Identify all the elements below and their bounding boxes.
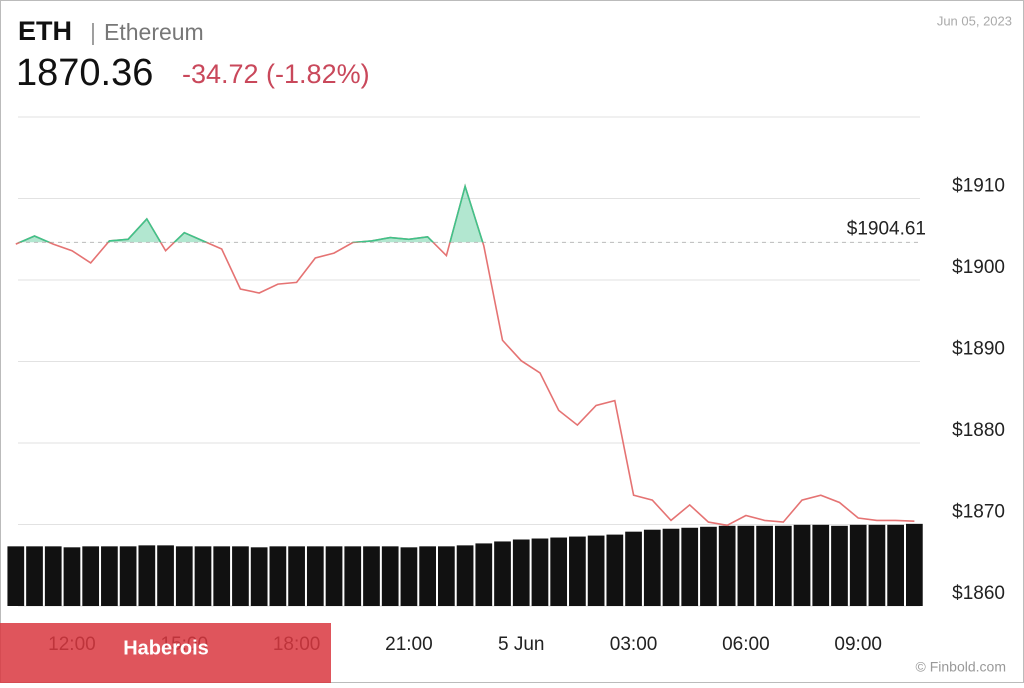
separator: | [90,19,96,45]
volume-bar [250,547,268,606]
watermark: Haberois [123,637,209,659]
volume-bar [700,526,717,606]
area-above-reference [15,186,915,243]
volume-bar [119,546,137,606]
volume-bar [344,546,362,606]
volume-bar [363,546,380,606]
volume-bar [550,537,568,606]
price: 1870.36 [16,52,153,94]
y-tick-label: $1910 [952,176,1005,197]
volume-bar [512,539,530,606]
volume-bar [7,546,25,606]
x-tick-label: 5 Jun [498,634,544,655]
source: © Finbold.com [916,659,1006,675]
volume-bar [175,546,193,606]
volume-bar [849,524,867,606]
volume-bar [812,524,830,606]
volume-bar [306,546,324,606]
volume-bar [868,524,886,606]
volume-bar [718,525,736,606]
volume-bar [756,525,773,606]
volume-bar [569,536,586,606]
volume-bar [138,545,156,606]
volume-bar [587,535,605,606]
y-tick-label: $1880 [952,420,1005,441]
volume-bar [194,546,212,606]
y-tick-label: $1900 [952,257,1005,278]
volume-bar [101,546,118,606]
volume-bar [531,538,549,606]
volume-bar [681,527,699,606]
reference-label: $1904.61 [847,218,926,239]
x-tick-label: 06:00 [722,634,770,655]
volume-bar [44,546,62,606]
volume-bar [662,528,680,606]
volume-bar [213,546,231,606]
date: Jun 05, 2023 [937,13,1012,28]
volume-bar [26,546,43,606]
chart-title: ETH [18,16,72,46]
volume-bar [737,525,755,606]
volume-bar [419,546,436,606]
y-tick-label: $1860 [952,583,1005,604]
y-tick-label: $1870 [952,502,1005,523]
volume-bar [494,541,511,606]
volume-bar [906,523,923,606]
volume-bar [269,546,287,606]
price-change: -34.72 (-1.82%) [182,59,370,89]
volume-bar [887,524,904,606]
x-tick-label: 09:00 [834,634,882,655]
volume-bar [325,546,343,606]
volume-bar [288,546,305,606]
y-tick-label: $1890 [952,339,1005,360]
volume-bar [643,529,661,606]
x-tick-label: 03:00 [610,634,658,655]
volume-bar [82,546,100,606]
volume-bar [774,525,792,606]
volume-bar [438,546,455,606]
volume-bar [157,545,174,606]
volume-bar [456,545,474,606]
volume-bar [793,524,811,606]
watermark-box [0,623,331,683]
volume-bar [606,534,624,606]
volume-bar [381,546,399,606]
chart-subtitle: Ethereum [104,19,204,45]
volume-bar [831,525,848,606]
volume-bar [625,531,642,606]
volume-bar [232,546,249,606]
price-line-up [17,183,484,243]
volume-bar [63,547,81,606]
volume-bar [400,547,418,606]
x-tick-label: 21:00 [385,634,433,655]
volume-bar [475,543,493,606]
